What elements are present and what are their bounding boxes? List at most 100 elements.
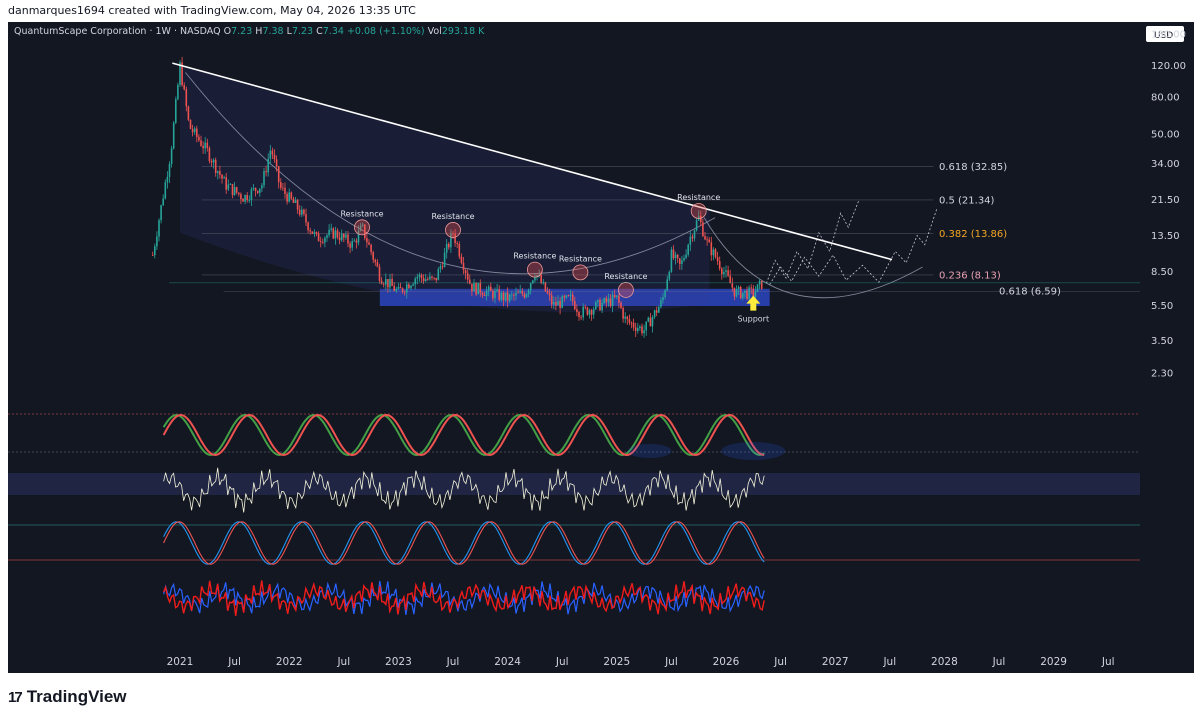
- x-tick-label: Jul: [1101, 656, 1115, 668]
- candle-body: [277, 166, 280, 183]
- low-value: 7.23: [291, 26, 314, 37]
- candle-body: [744, 290, 746, 293]
- x-tick-label: Jul: [446, 656, 460, 668]
- candle-body: [630, 322, 633, 324]
- candle-body: [364, 224, 366, 239]
- candle-body: [238, 192, 240, 195]
- candle-body: [370, 244, 372, 253]
- candle-body: [693, 230, 696, 239]
- candle-body: [275, 159, 278, 167]
- candle-body: [204, 142, 206, 149]
- candle-body: [189, 119, 192, 129]
- resistance-marker: [527, 261, 543, 278]
- candle-body: [154, 246, 156, 256]
- resistance-marker: [690, 203, 707, 219]
- candle-body: [704, 236, 706, 240]
- candle-body: [529, 283, 532, 291]
- open-label: O: [223, 26, 232, 37]
- candle-body: [700, 215, 702, 223]
- candle-body: [584, 306, 587, 308]
- candle-body: [742, 292, 744, 299]
- candle-body: [427, 279, 429, 280]
- candle-body: [739, 286, 742, 299]
- candle-body: [265, 171, 267, 173]
- volume-label: Vol: [427, 26, 442, 37]
- candle-body: [706, 239, 708, 241]
- tradingview-brand: TradingView: [26, 687, 127, 706]
- candle-body: [466, 273, 469, 280]
- candle-body: [521, 290, 524, 294]
- y-tick-label: 8.50: [1151, 267, 1173, 278]
- candle-body: [506, 292, 509, 301]
- candle-body: [242, 198, 244, 202]
- candle-body: [536, 275, 538, 277]
- candle-body: [210, 161, 213, 163]
- candle-body: [649, 317, 652, 327]
- candle-body: [574, 301, 576, 310]
- x-tick-label: 2021: [167, 656, 194, 668]
- candle-body: [679, 258, 681, 264]
- high-value: 7.38: [262, 26, 284, 37]
- x-tick-label: 2028: [931, 656, 958, 668]
- tradingview-logo[interactable]: 17 TradingView: [8, 687, 127, 707]
- candle-body: [580, 316, 582, 318]
- candle-body: [422, 277, 425, 282]
- candle-body: [231, 184, 234, 195]
- candle-body: [481, 292, 484, 295]
- candle-body: [687, 244, 689, 255]
- candle-body: [372, 252, 374, 260]
- candle-body: [366, 238, 368, 243]
- candle-body: [502, 292, 505, 301]
- symbol-legend: QuantumScape Corporation · 1W · NASDAQ O…: [14, 26, 484, 37]
- candle-body: [418, 274, 421, 277]
- high-label: H: [255, 26, 263, 37]
- candle-body: [576, 309, 578, 312]
- resistance-label: Resistance: [340, 209, 383, 218]
- candle-body: [160, 205, 162, 221]
- candle-body: [322, 241, 324, 243]
- candle-body: [191, 128, 194, 133]
- candle-body: [330, 228, 332, 230]
- y-tick-label: 180.00: [1151, 30, 1186, 41]
- candle-body: [460, 256, 463, 263]
- currency-button[interactable]: [1146, 26, 1184, 42]
- candle-body: [550, 295, 553, 305]
- chart-svg[interactable]: 0.618 (32.85) 0.5 (21.34) 0.382 (13.86) 0.2…: [8, 22, 1194, 673]
- candle-body: [391, 278, 393, 286]
- x-tick-label: Jul: [992, 656, 1006, 668]
- y-tick-label: 21.50: [1151, 195, 1180, 206]
- candle-body: [660, 300, 662, 307]
- candle-body: [456, 243, 458, 245]
- candle-body: [200, 140, 202, 146]
- candle-body: [626, 316, 629, 320]
- candle-body: [406, 284, 408, 293]
- candle-body: [735, 289, 738, 297]
- candle-body: [601, 303, 603, 311]
- candle-body: [590, 310, 593, 315]
- candle-body: [532, 280, 534, 284]
- candle-body: [618, 295, 620, 303]
- candle-body: [225, 177, 227, 190]
- candle-body: [559, 300, 561, 308]
- candle-body: [158, 220, 160, 237]
- candle-body: [452, 233, 454, 235]
- candle-body: [284, 187, 286, 195]
- candle-body: [374, 259, 377, 263]
- candle-body: [603, 298, 605, 304]
- resistance-marker: [618, 282, 634, 298]
- candle-body: [643, 330, 645, 334]
- candle-body: [252, 187, 255, 190]
- candle-body: [267, 158, 269, 173]
- candle-body: [307, 222, 309, 231]
- candle-body: [208, 148, 211, 162]
- candle-body: [655, 310, 658, 313]
- candle-body: [557, 300, 559, 306]
- fib-label: 0.618 (32.85): [939, 162, 1007, 173]
- candle-body: [668, 271, 671, 280]
- candle-body: [412, 284, 414, 286]
- chart-panel[interactable]: 0.618 (32.85) 0.5 (21.34) 0.382 (13.86) 0.2…: [8, 22, 1194, 673]
- candle-body: [202, 145, 204, 149]
- x-tick-label: 2029: [1040, 656, 1067, 668]
- fib-label: 0.382 (13.86): [939, 229, 1007, 240]
- candle-body: [454, 233, 456, 244]
